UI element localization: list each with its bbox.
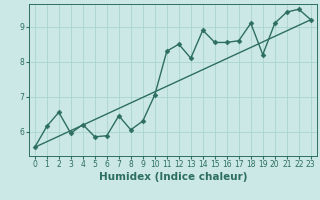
- X-axis label: Humidex (Indice chaleur): Humidex (Indice chaleur): [99, 172, 247, 182]
